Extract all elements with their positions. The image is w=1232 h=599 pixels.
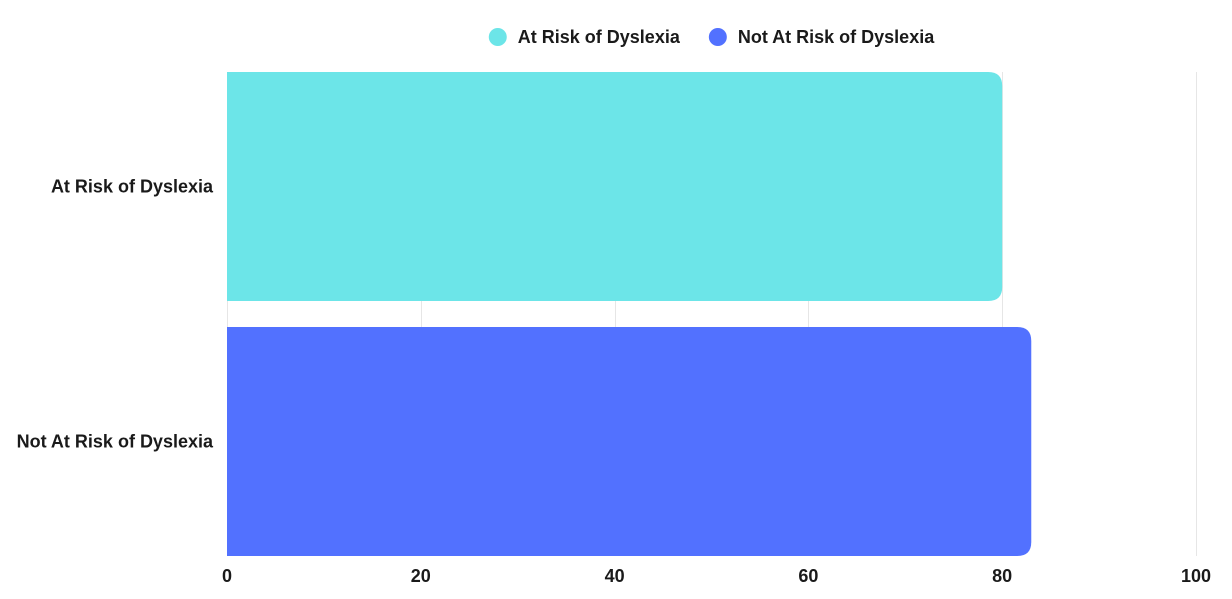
bar-not-at-risk-of-dyslexia	[227, 327, 1032, 556]
category-label-1: Not At Risk of Dyslexia	[17, 432, 214, 452]
legend-swatch-0	[488, 28, 507, 46]
category-labels: At Risk of Dyslexia Not At Risk of Dyslex…	[17, 177, 214, 452]
legend-item-0: At Risk of Dyslexia	[488, 27, 681, 47]
legend-label-0: At Risk of Dyslexia	[518, 27, 681, 47]
legend-swatch-1	[708, 28, 727, 46]
x-tick-label-80: 80	[992, 566, 1012, 586]
legend-label-1: Not At Risk of Dyslexia	[738, 27, 935, 47]
x-tick-label-40: 40	[605, 566, 625, 586]
x-tick-label-60: 60	[798, 566, 818, 586]
category-label-0: At Risk of Dyslexia	[51, 177, 214, 197]
x-tick-label-20: 20	[411, 566, 431, 586]
x-tick-label-0: 0	[222, 566, 232, 586]
legend: At Risk of Dyslexia Not At Risk of Dyslex…	[488, 27, 935, 47]
x-tick-label-100: 100	[1181, 566, 1211, 586]
x-tick-labels: 0 20 40 60 80 100	[222, 566, 1211, 586]
bars	[227, 72, 1032, 556]
bar-at-risk-of-dyslexia	[227, 72, 1003, 301]
legend-item-1: Not At Risk of Dyslexia	[708, 27, 935, 47]
